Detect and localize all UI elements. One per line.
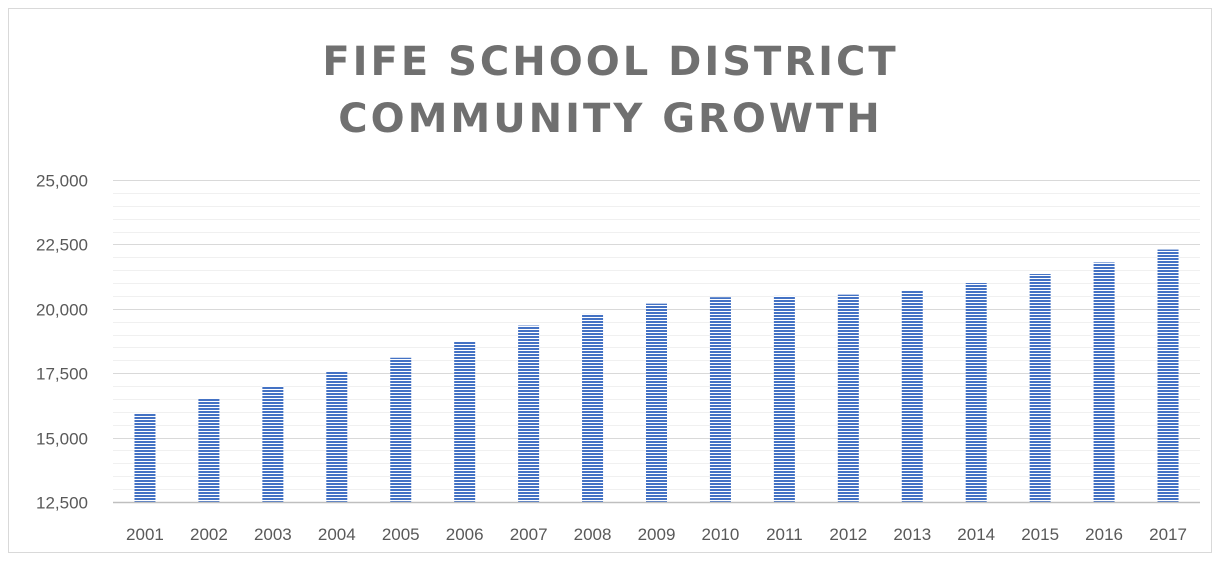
x-tick-label: 2010 xyxy=(702,525,740,544)
bar-2005 xyxy=(390,357,412,502)
y-tick-label: 12,500 xyxy=(36,494,88,513)
bar-2007 xyxy=(518,325,540,502)
x-tick-label: 2011 xyxy=(766,525,803,544)
x-tick-label: 2008 xyxy=(574,525,612,544)
bar-2012 xyxy=(837,294,859,502)
y-axis: 12,500 15,000 17,500 20,000 22,500 25,000 xyxy=(36,172,88,513)
x-tick-label: 2007 xyxy=(510,525,548,544)
x-tick-label: 2002 xyxy=(190,525,228,544)
x-tick-label: 2017 xyxy=(1149,525,1187,544)
bar-2001 xyxy=(134,413,156,502)
bar-2014 xyxy=(965,283,987,502)
y-tick-label: 17,500 xyxy=(36,365,88,384)
bar-2016 xyxy=(1093,262,1115,502)
x-tick-label: 2005 xyxy=(382,525,420,544)
bar-2017 xyxy=(1157,249,1179,502)
x-tick-label: 2001 xyxy=(126,525,164,544)
bar-2010 xyxy=(709,297,731,502)
chart-title-line-2: COMMUNITY GROWTH xyxy=(338,96,883,142)
y-tick-label: 22,500 xyxy=(36,236,88,255)
bar-2002 xyxy=(198,398,220,502)
x-tick-label: 2016 xyxy=(1085,525,1123,544)
bar-2003 xyxy=(262,386,284,502)
bar-2008 xyxy=(582,313,604,502)
x-tick-label: 2006 xyxy=(446,525,484,544)
x-tick-label: 2013 xyxy=(893,525,931,544)
bar-2011 xyxy=(773,295,795,502)
x-tick-label: 2012 xyxy=(829,525,867,544)
bars xyxy=(134,249,1179,502)
x-tick-label: 2014 xyxy=(957,525,995,544)
bar-2013 xyxy=(901,290,923,502)
x-tick-label: 2004 xyxy=(318,525,356,544)
x-axis: 2001 2002 2003 2004 2005 2006 2007 2008 2009 2010… xyxy=(113,501,1200,544)
y-tick-label: 15,000 xyxy=(36,430,88,449)
x-tick-label: 2015 xyxy=(1021,525,1059,544)
chart-title-line-1: FIFE SCHOOL DISTRICT xyxy=(322,39,899,85)
bar-2015 xyxy=(1029,274,1051,502)
bar-2004 xyxy=(326,371,348,502)
y-tick-label: 20,000 xyxy=(36,301,88,320)
bar-2006 xyxy=(454,341,476,502)
x-tick-label: 2003 xyxy=(254,525,292,544)
chart-title: FIFE SCHOOL DISTRICT COMMUNITY GROWTH xyxy=(0,34,1221,148)
y-tick-label: 25,000 xyxy=(36,172,88,191)
bar-2009 xyxy=(646,303,667,502)
x-tick-label: 2009 xyxy=(638,525,676,544)
